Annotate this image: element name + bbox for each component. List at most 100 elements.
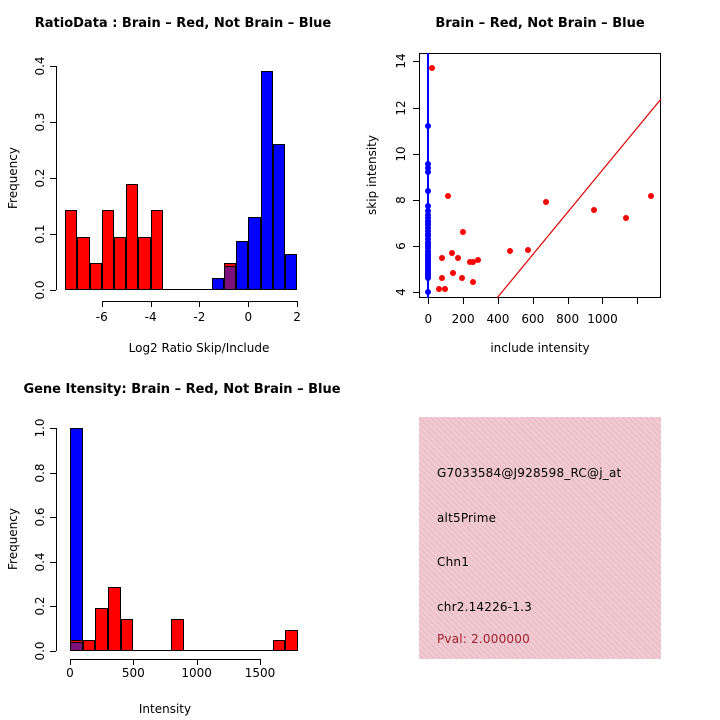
p2-red-point	[506, 248, 513, 255]
p2-y-tick-label: 6	[394, 242, 408, 250]
p3-y-tick	[50, 561, 56, 563]
panel1-y-axis-label: Frequency	[6, 147, 20, 209]
panel1-title: RatioData : Brain – Red, Not Brain – Blu…	[34, 16, 332, 31]
p2-x-tick	[463, 298, 465, 304]
p3-y-tick-label: 0.0	[33, 641, 47, 661]
p2-x-tick-label: 1000	[587, 312, 618, 326]
info-line: chr2.14226-1.3	[437, 600, 532, 614]
p3-y-tick-label: 0.2	[33, 596, 47, 616]
p1-bar-overlap-purple	[223, 265, 237, 290]
p1-bar-brain-red	[113, 236, 127, 290]
p2-red-point	[438, 274, 445, 281]
p1-y-tick-label: 0.2	[33, 168, 47, 188]
p3-bar-brain-red	[120, 618, 134, 651]
p3-y-tick-label: 0.4	[33, 552, 47, 572]
p3-y-tick-label: 0.6	[33, 507, 47, 527]
panel3-x-axis-label: Intensity	[138, 702, 192, 716]
p2-blue-point	[425, 208, 432, 215]
p2-blue-point	[425, 211, 432, 218]
p1-x-tick	[150, 301, 152, 307]
p2-x-tick	[497, 298, 499, 304]
p2-blue-point	[425, 161, 432, 168]
p1-bar-not-brain-blue	[248, 217, 261, 290]
p3-x-tick	[196, 659, 198, 665]
p2-blue-point	[425, 214, 432, 221]
p1-x-axis-line	[101, 301, 298, 302]
p1-x-tick	[297, 301, 299, 307]
p1-bar-brain-red	[126, 183, 139, 290]
p1-bar-brain-red	[150, 209, 163, 290]
p1-x-tick	[101, 301, 103, 307]
p1-bar-brain-red	[65, 209, 78, 290]
p1-bar-not-brain-blue	[236, 241, 249, 290]
info-line: G7033584@J928598_RC@j_at	[437, 466, 622, 480]
p2-blue-point	[425, 225, 432, 232]
info-line: Pval: 2.000000	[437, 632, 530, 646]
p1-bar-brain-red	[101, 209, 114, 290]
p1-y-tick	[50, 234, 56, 235]
p2-red-point	[436, 286, 443, 293]
p2-red-point	[455, 254, 462, 261]
p2-red-point	[438, 255, 445, 262]
p2-y-tick	[413, 61, 419, 63]
p1-bar-not-brain-blue	[272, 143, 285, 290]
p1-x-tick-label: -6	[95, 310, 108, 324]
p2-red-point	[442, 286, 449, 293]
p2-x-tick	[532, 298, 534, 304]
p1-bar-not-brain-blue	[284, 253, 298, 290]
p2-red-point	[428, 65, 435, 72]
p2-blue-point	[425, 165, 432, 172]
p3-x-axis-line	[70, 659, 260, 660]
p1-baseline	[65, 289, 298, 290]
p2-red-point	[448, 250, 455, 257]
p3-x-tick-label: 500	[121, 666, 145, 680]
p1-y-tick-label: 0.3	[33, 112, 47, 132]
p3-y-axis-line	[56, 428, 57, 651]
p2-blue-point	[425, 123, 432, 130]
p1-x-tick	[199, 301, 201, 307]
panel2-title: Brain – Red, Not Brain – Blue	[435, 16, 645, 31]
p1-y-tick-label: 0.1	[33, 224, 47, 244]
p2-blue-point	[425, 169, 432, 176]
p2-y-tick	[413, 292, 419, 294]
p2-x-tick	[602, 298, 604, 304]
p2-y-tick-label: 10	[394, 146, 408, 162]
p1-y-tick	[50, 66, 56, 67]
p3-bar-brain-red	[108, 587, 121, 651]
p2-red-point	[467, 259, 474, 266]
p1-bar-brain-red	[138, 236, 151, 290]
p1-y-tick-label: 0.0	[33, 280, 47, 300]
p2-y-tick-label: 14	[394, 53, 408, 70]
p1-bar-brain-red	[77, 236, 90, 290]
p2-red-point	[475, 256, 482, 263]
p3-bar-not-brain-blue	[70, 428, 83, 651]
p1-y-tick	[50, 178, 56, 179]
panel3-y-axis-label: Frequency	[6, 508, 20, 570]
p1-x-tick-label: 2	[293, 310, 301, 324]
p1-x-tick-label: -4	[144, 310, 157, 324]
p2-blue-point	[425, 203, 432, 210]
p3-bar-overlap-purple	[70, 641, 83, 651]
p2-x-tick-label: 400	[486, 312, 510, 326]
p3-y-tick-label: 1.0	[33, 418, 47, 438]
p2-red-point	[449, 269, 456, 276]
p2-x-tick-label: 200	[451, 312, 475, 326]
panel1-x-axis-label: Log2 Ratio Skip/Include	[128, 341, 270, 355]
info-line: Chn1	[437, 555, 470, 569]
p3-y-tick-label: 0.8	[33, 463, 47, 483]
p2-x-tick	[428, 298, 430, 304]
p2-red-point	[459, 229, 466, 236]
p3-y-tick	[50, 650, 56, 652]
p2-red-point	[647, 192, 654, 199]
p1-x-tick-label: -2	[193, 310, 206, 324]
p3-bar-brain-red	[95, 608, 108, 651]
p1-y-tick	[50, 290, 56, 291]
p3-bar-brain-red	[171, 618, 184, 651]
panel2-y-axis-label: skip intensity	[365, 135, 379, 215]
p2-red-point	[470, 258, 477, 265]
p3-x-tick	[133, 659, 135, 665]
p2-diagonal-line	[496, 98, 662, 299]
p1-x-tick	[248, 301, 250, 307]
p2-red-point	[445, 193, 452, 200]
